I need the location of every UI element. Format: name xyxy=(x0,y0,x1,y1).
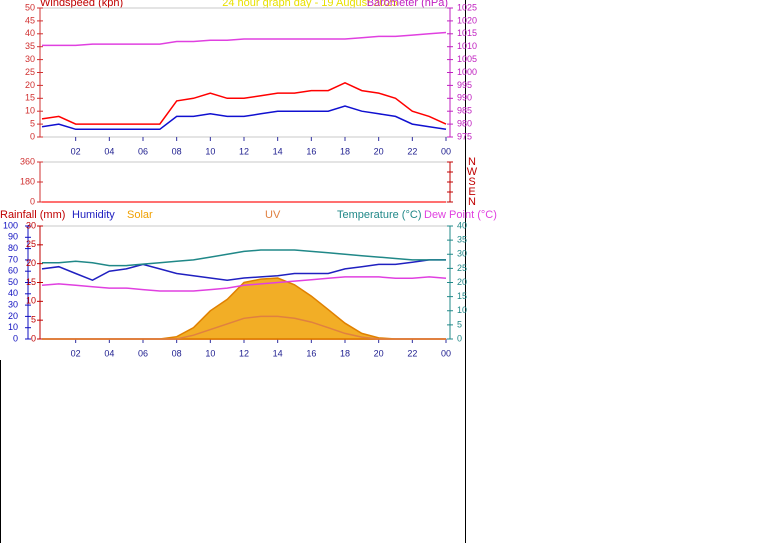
x-tick-label: 08 xyxy=(172,348,182,358)
y2-tick-label: 975 xyxy=(457,131,472,141)
x-tick-label: 04 xyxy=(104,146,114,156)
y2-tick-label: 1010 xyxy=(457,41,477,51)
legend-label: Solar xyxy=(127,209,153,221)
y-tick-label: 40 xyxy=(8,288,18,298)
x-tick-label: 18 xyxy=(340,146,350,156)
y2-tick-label: 990 xyxy=(457,93,472,103)
y-tick-label: 100 xyxy=(3,220,18,230)
y2-tick-label: 1005 xyxy=(457,54,477,64)
y2-tick-label: 35 xyxy=(457,235,467,245)
y-tick-label: 20 xyxy=(25,80,35,90)
line xyxy=(41,259,446,282)
x-tick-label: 12 xyxy=(239,146,249,156)
y-tick-label: 40 xyxy=(25,28,35,38)
y-tick-label: 70 xyxy=(8,254,18,264)
y2-tick-label: 1000 xyxy=(457,67,477,77)
x-tick-label: 12 xyxy=(239,348,249,358)
y2-tick-label: S xyxy=(468,176,475,188)
legend-label: UV xyxy=(265,209,281,221)
line xyxy=(42,249,446,267)
y2-tick-label: 1015 xyxy=(457,28,477,38)
y3-tick-label: 5 xyxy=(31,315,36,325)
y-tick-label: 30 xyxy=(8,299,18,309)
y-tick-label: 25 xyxy=(25,67,35,77)
y2-tick-label: E xyxy=(468,186,475,198)
y-tick-label: 80 xyxy=(8,243,18,253)
legend-label: Rainfall (mm) xyxy=(0,209,65,221)
y2-axis-label: Barometer (hPa) xyxy=(367,0,448,9)
y3-tick-label: 10 xyxy=(26,296,36,306)
y-tick-label: 20 xyxy=(8,311,18,321)
x-tick-label: 20 xyxy=(374,348,384,358)
y-axis-label: Windspeed (kph) xyxy=(40,0,123,9)
y-tick-label: 60 xyxy=(8,266,18,276)
y-tick-label: 15 xyxy=(25,93,35,103)
y3-tick-label: 25 xyxy=(26,239,36,249)
x-tick-label: 16 xyxy=(306,146,316,156)
y-tick-label: 10 xyxy=(8,322,18,332)
y-tick-label: 35 xyxy=(25,41,35,51)
y3-tick-label: 15 xyxy=(26,277,36,287)
y-tick-label: 50 xyxy=(8,277,18,287)
line xyxy=(41,105,447,131)
x-tick-label: 22 xyxy=(407,348,417,358)
x-tick-label: 22 xyxy=(407,146,417,156)
x-tick-label: 18 xyxy=(340,348,350,358)
y-tick-label: 0 xyxy=(30,196,35,206)
y2-tick-label: 10 xyxy=(457,305,467,315)
y2-tick-label: 15 xyxy=(457,291,467,301)
x-tick-label: 06 xyxy=(138,348,148,358)
y-tick-label: 0 xyxy=(30,131,35,141)
x-tick-label: 04 xyxy=(104,348,114,358)
y2-tick-label: 5 xyxy=(457,319,462,329)
legend-label: Temperature (°C) xyxy=(337,209,421,221)
y2-tick-label: 20 xyxy=(457,277,467,287)
y-tick-label: 360 xyxy=(20,156,35,166)
legend-label: Humidity xyxy=(72,209,115,221)
chart-title: 24 hour graph day - 19 August 2025 xyxy=(222,0,398,9)
x-tick-label: 08 xyxy=(172,146,182,156)
line xyxy=(42,315,446,340)
legend-label: Dew Point (°C) xyxy=(424,209,497,221)
y2-tick-label: N xyxy=(468,196,476,208)
x-tick-label: 02 xyxy=(71,146,81,156)
y2-tick-label: 985 xyxy=(457,106,472,116)
y3-tick-label: 0 xyxy=(31,333,36,343)
y-tick-label: 90 xyxy=(8,232,18,242)
x-tick-label: 14 xyxy=(273,348,283,358)
y-tick-label: 5 xyxy=(30,118,35,128)
y-tick-label: 45 xyxy=(25,15,35,25)
x-tick-label: 14 xyxy=(273,146,283,156)
y-tick-label: 10 xyxy=(25,106,35,116)
y-tick-label: 180 xyxy=(20,176,35,186)
x-tick-label: 20 xyxy=(374,146,384,156)
y3-tick-label: 20 xyxy=(26,258,36,268)
x-tick-label: 10 xyxy=(205,146,215,156)
y2-tick-label: 995 xyxy=(457,80,472,90)
x-tick-label: 02 xyxy=(71,348,81,358)
x-tick-label: 00 xyxy=(441,348,451,358)
y-tick-label: 50 xyxy=(25,2,35,12)
y3-tick-label: 30 xyxy=(26,220,36,230)
x-tick-label: 10 xyxy=(205,348,215,358)
line xyxy=(41,81,447,125)
y2-tick-label: 40 xyxy=(457,220,467,230)
x-tick-label: 06 xyxy=(138,146,148,156)
y-tick-label: 0 xyxy=(13,333,18,343)
x-tick-label: 16 xyxy=(306,348,316,358)
y2-tick-label: 25 xyxy=(457,263,467,273)
y-tick-label: 30 xyxy=(25,54,35,64)
y2-tick-label: N xyxy=(468,156,476,168)
line xyxy=(42,31,447,47)
y2-tick-label: 0 xyxy=(457,333,462,343)
y2-tick-label: 1025 xyxy=(457,2,477,12)
y2-tick-label: W xyxy=(467,166,478,178)
x-tick-label: 00 xyxy=(441,146,451,156)
line xyxy=(41,276,447,292)
y2-tick-label: 1020 xyxy=(457,15,477,25)
y2-tick-label: 30 xyxy=(457,249,467,259)
y2-tick-label: 980 xyxy=(457,118,472,128)
